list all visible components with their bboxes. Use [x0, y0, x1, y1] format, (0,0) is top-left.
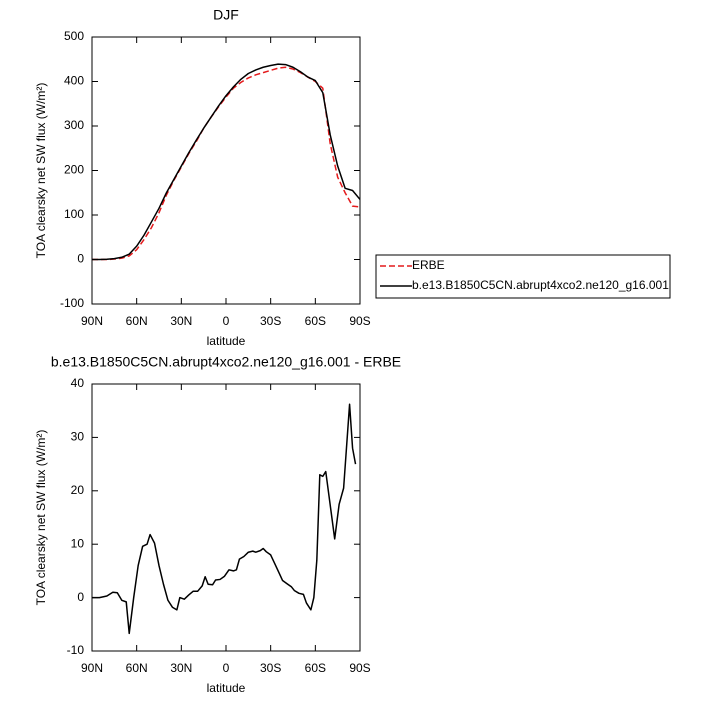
- chart-title: DJF: [213, 7, 239, 23]
- x-axis-label: latitude: [207, 334, 246, 348]
- x-tick-label: 0: [223, 661, 230, 675]
- x-tick-label: 90S: [349, 314, 370, 328]
- x-tick-label: 30S: [260, 661, 281, 675]
- x-tick-label: 60S: [305, 314, 326, 328]
- x-axis-label: latitude: [207, 681, 246, 695]
- y-tick-label: 100: [64, 207, 84, 221]
- x-tick-label: 30N: [170, 661, 192, 675]
- y-tick-label: 200: [64, 163, 84, 177]
- y-tick-label: 0: [77, 252, 84, 266]
- y-tick-label: 20: [71, 483, 85, 497]
- x-tick-label: 30S: [260, 314, 281, 328]
- y-tick-label: -10: [67, 643, 85, 657]
- x-tick-label: 60S: [305, 661, 326, 675]
- y-axis-label: TOA clearsky net SW flux (W/m²): [34, 430, 48, 606]
- plot-frame: [91, 36, 361, 305]
- legend-label: ERBE: [412, 258, 445, 272]
- y-tick-label: -100: [60, 296, 84, 310]
- x-tick-label: 0: [223, 314, 230, 328]
- data-line: [92, 403, 357, 635]
- x-tick-label: 90S: [349, 661, 370, 675]
- legend-frame: [375, 254, 671, 299]
- plot-frame: [91, 383, 361, 652]
- chart-title: b.e13.B1850C5CN.abrupt4xco2.ne120_g16.00…: [51, 354, 401, 370]
- plot: DJF latitude TOA clearsky net SW flux (W/m…: [34, 7, 671, 348]
- plot: b.e13.B1850C5CN.abrupt4xco2.ne120_g16.00…: [34, 354, 401, 695]
- data-line: [92, 63, 361, 261]
- y-tick-label: 500: [64, 29, 84, 43]
- y-tick-label: 0: [77, 590, 84, 604]
- x-tick-label: 60N: [126, 661, 148, 675]
- y-axis-label: TOA clearsky net SW flux (W/m²): [34, 83, 48, 259]
- x-tick-label: 90N: [81, 661, 103, 675]
- x-tick-label: 90N: [81, 314, 103, 328]
- y-tick-label: 40: [71, 376, 85, 390]
- legend-label: b.e13.B1850C5CN.abrupt4xco2.ne120_g16.00…: [412, 278, 669, 292]
- y-tick-label: 400: [64, 74, 84, 88]
- y-tick-label: 10: [71, 536, 85, 550]
- y-tick-label: 300: [64, 118, 84, 132]
- y-tick-label: 30: [71, 430, 85, 444]
- x-tick-label: 60N: [126, 314, 148, 328]
- x-tick-label: 30N: [170, 314, 192, 328]
